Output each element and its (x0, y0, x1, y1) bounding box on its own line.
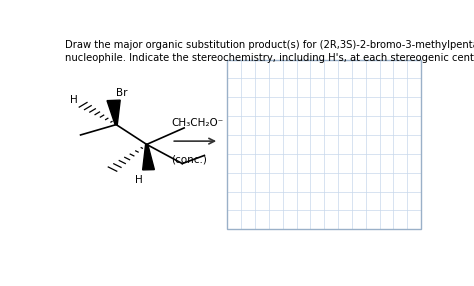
Polygon shape (107, 100, 120, 125)
Polygon shape (143, 144, 155, 170)
Text: H: H (136, 175, 143, 185)
Text: Draw the major organic substitution product(s) for (2R,3S)-2-bromo-3-methylpenta: Draw the major organic substitution prod… (65, 40, 474, 63)
Text: (conc.): (conc.) (171, 154, 207, 164)
Text: Br: Br (116, 88, 128, 98)
Text: CH₃CH₂O⁻: CH₃CH₂O⁻ (171, 118, 224, 128)
Text: H: H (70, 96, 77, 105)
